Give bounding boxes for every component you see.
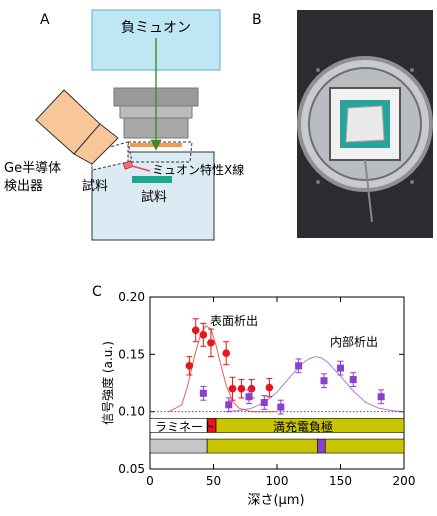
- detector-label-line1: Ge半導体: [4, 161, 61, 176]
- surface-point: [191, 326, 200, 335]
- layer-bars: [149, 418, 405, 454]
- inset-dashed-outline: [127, 141, 193, 163]
- laminate-label: ラミネート: [155, 420, 215, 434]
- x-tick-label: 150: [329, 474, 352, 488]
- layer-bar-2-segment-4: [324, 438, 405, 454]
- x-tick-label: 200: [393, 474, 416, 488]
- interior-point: [225, 401, 233, 409]
- interior-point: [260, 398, 268, 406]
- y-tick-label: 0.20: [118, 290, 145, 304]
- photo-bolt-3: [316, 180, 320, 184]
- fit-curve-series-1: [168, 325, 277, 413]
- detector-neck: [73, 123, 119, 165]
- layer-bar-1-segment-3: [215, 418, 405, 433]
- y-axis-label: 信号強度 (a.u.): [100, 341, 115, 425]
- y-tick-label: 0.05: [118, 462, 145, 476]
- xray-line: [131, 165, 151, 172]
- panel-c-letter: C: [92, 284, 102, 300]
- detector-label-sample: 試料: [82, 178, 108, 194]
- surface-annotation: 表面析出: [210, 314, 258, 328]
- surface-point: [237, 384, 246, 393]
- x-tick-label: 0: [146, 474, 154, 488]
- interior-point: [295, 362, 303, 370]
- x-tick-label: 50: [206, 474, 221, 488]
- interior-point: [277, 403, 285, 411]
- layer-bar-2-segment-2: [206, 438, 318, 454]
- interior-point: [337, 364, 344, 372]
- data-points: [185, 318, 385, 415]
- sample-label: 試料: [141, 189, 167, 205]
- detector-label-line2: 検出器: [4, 179, 43, 194]
- electrode-label: 満充電負極: [273, 419, 333, 434]
- photo-sample: [345, 105, 385, 143]
- ge-detector: [35, 89, 119, 165]
- y-tick-label: 0.10: [118, 405, 145, 419]
- surface-point: [207, 339, 215, 347]
- interior-annotation: 内部析出: [330, 334, 378, 349]
- photo-bolt-2: [410, 68, 414, 72]
- panel-a: A 負ミュオン ミュオン特性: [4, 9, 244, 241]
- panel-b: B: [252, 10, 433, 238]
- y-tick-label: 0.15: [118, 347, 145, 361]
- photo-rod: [364, 159, 373, 223]
- chamber: [91, 151, 215, 241]
- x-axis-label: 深さ(μm): [247, 493, 304, 508]
- layer-bar-2-segment-3: [317, 438, 326, 454]
- chamber-photo: [297, 10, 433, 238]
- surface-point: [228, 384, 237, 393]
- photo-bolt-4: [410, 180, 414, 184]
- panel-a-letter: A: [40, 12, 50, 28]
- surface-point: [199, 331, 208, 339]
- panel-b-letter: B: [252, 12, 262, 28]
- panel-c: C 0.05 0.10 0.15 0.20 0 50 100 150 200 信号強度 (a.…: [92, 284, 415, 508]
- interior-point: [245, 393, 253, 401]
- photo-bolt-1: [316, 68, 320, 72]
- y-axis-ticks: 0.05 0.10 0.15 0.20: [118, 290, 404, 476]
- interior-point: [349, 376, 357, 384]
- interior-point: [377, 393, 385, 401]
- surface-point: [247, 384, 256, 393]
- interior-point: [199, 389, 207, 397]
- surface-point: [265, 383, 274, 392]
- x-axis-ticks: 0 50 100 150 200: [146, 297, 415, 488]
- fit-curve-series-2: [226, 356, 405, 413]
- sample-small: [122, 160, 134, 170]
- interior-point: [320, 377, 328, 385]
- sample-bar: [132, 176, 172, 183]
- layer-bar-2-segment-1: [149, 438, 208, 454]
- xray-label: ミュオン特性X線: [152, 162, 244, 177]
- muon-beam-label: 負ミュオン: [121, 20, 191, 36]
- surface-point: [222, 349, 230, 357]
- surface-point: [185, 362, 194, 370]
- x-tick-label: 100: [266, 474, 289, 488]
